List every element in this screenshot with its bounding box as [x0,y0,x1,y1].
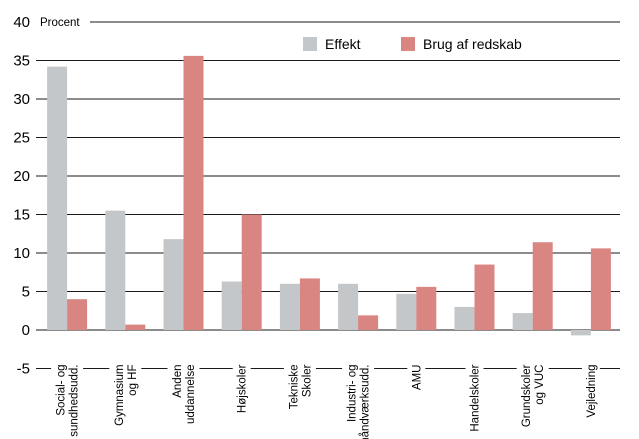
x-category-label-line: Industri- og [347,365,359,423]
bar-brug-af-redskab [532,242,553,330]
bar-brug-af-redskab [590,248,611,330]
x-category-label-line: og VUC [534,365,546,405]
x-category-label: Grundskolerog VUC [521,364,546,427]
x-category-label-line: Vejledning [586,365,598,418]
legend-swatch [303,37,317,51]
axis-label-gap [516,366,549,371]
axis-label-gap [51,366,84,371]
x-category-label: AMU [411,365,423,391]
y-tick-label: -5 [17,361,30,378]
axis-label-gap [342,366,375,371]
y-tick-label: 10 [13,245,30,262]
bar-brug-af-redskab [241,214,262,330]
legend-swatch [401,37,415,51]
axis-label-gap [167,366,200,371]
bar-effekt [570,330,591,336]
x-category-label-line: og HF [127,365,139,396]
x-category-label-line: Anden [172,365,184,398]
axis-label-gap [581,366,600,371]
legend: Effekt Brug af redskab [303,36,522,52]
y-tick-label: 20 [13,168,30,185]
bars [47,55,611,336]
x-category-label: Andenuddannelse [172,365,197,424]
x-category-label: Gymnasiumog HF [114,365,139,426]
bar-effekt [396,293,417,330]
axis-label-gap [109,366,142,371]
bar-brug-af-redskab [358,315,379,330]
x-category-label: TekniskeSkoler [288,364,313,409]
x-category-label-line: sundhedsudd. [69,365,81,437]
bar-brug-af-redskab [125,324,146,330]
axis-label-gap [407,366,426,371]
x-category-label-line: Handelskoler [470,364,482,431]
x-category-label-line: uddannelse [185,365,197,424]
x-category-label-line: Højskoler [237,364,249,413]
x-category-label-line: Skoler [301,364,313,397]
bar-effekt [221,281,242,330]
bar-brug-af-redskab [474,264,495,330]
y-tick-label: 30 [13,91,30,108]
y-axis-unit-label: Procent [40,17,80,29]
x-category-label: Social- ogsundhedsudd. [56,365,81,437]
x-category-label-line: Tekniske [288,365,300,410]
axis-label-gap [283,366,316,371]
bar-brug-af-redskab [183,55,204,330]
x-category-label: Vejledning [586,365,598,418]
y-tick-label: 15 [13,207,30,224]
bar-effekt [47,66,68,330]
x-category-label-line: Grundskoler [521,364,533,427]
bar-effekt [454,306,475,330]
x-category-label-line: Social- og [56,365,68,416]
legend-label: Brug af redskab [423,36,522,52]
legend-label: Effekt [325,36,361,52]
y-tick-label: 25 [13,130,30,147]
y-tick-label: 5 [22,284,30,301]
x-category-label: Handelskoler [470,364,482,431]
y-tick-label: 0 [22,322,30,339]
x-category-label: Højskoler [237,364,249,413]
x-category-label-line: Gymnasium [114,365,126,426]
bar-brug-af-redskab [67,299,88,330]
bar-brug-af-redskab [416,286,437,330]
x-category-label-line: AMU [411,365,423,391]
y-tick-label: 35 [13,53,30,70]
axis-label-gap [465,366,484,371]
y-tick-label: 40 [13,14,30,31]
bar-brug-af-redskab [299,278,320,330]
y-axis-tick-labels: -5 0 5 10 15 20 25 30 35 40 [13,14,30,378]
bar-effekt [105,210,126,330]
bar-effekt [163,239,184,330]
x-axis-category-labels: Social- ogsundhedsudd. Gymnasiumog HF Ande… [51,364,600,439]
bar-effekt [512,313,533,330]
axis-label-gap [232,366,251,371]
bar-effekt [338,283,359,330]
x-category-label: Industri- oghåndværksudd. [347,365,372,439]
bar-effekt [279,283,300,330]
x-category-label-line: håndværksudd. [360,365,372,439]
